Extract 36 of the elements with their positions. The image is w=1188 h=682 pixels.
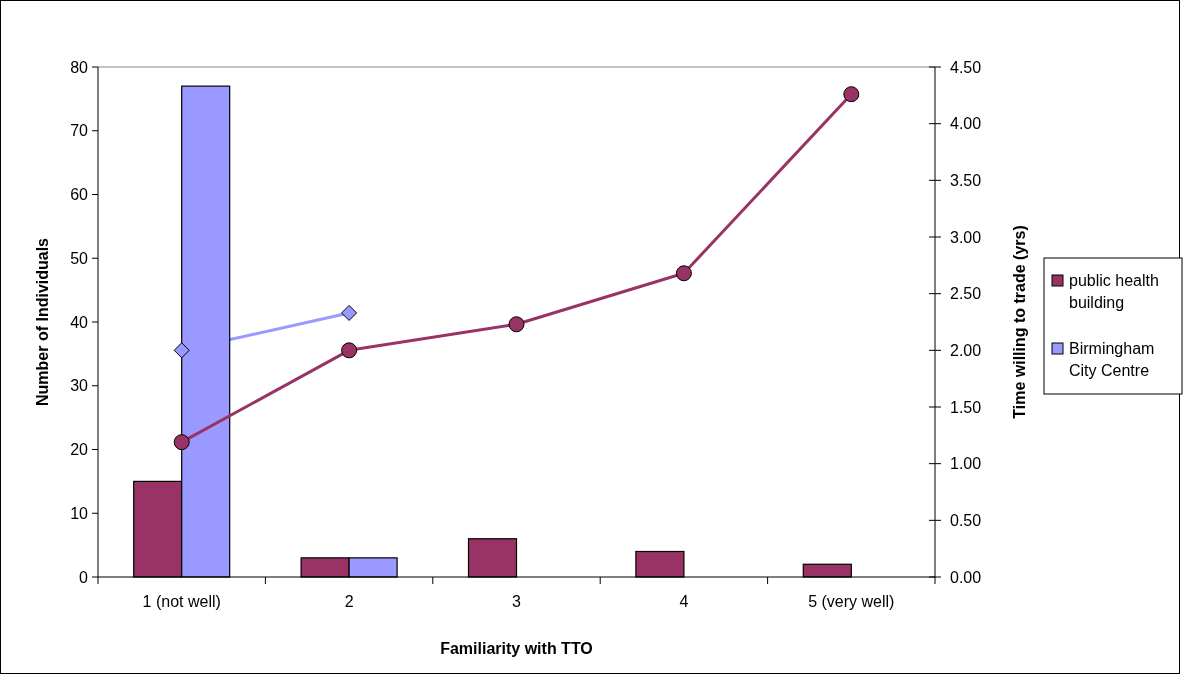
x-tick-label: 3	[512, 593, 522, 610]
y-tick-label: 60	[70, 186, 89, 204]
y2-tick-label: 1.00	[950, 455, 982, 473]
y-axis-title: Number of Individuals	[34, 237, 51, 407]
y2-tick-label: 4.50	[950, 58, 982, 76]
y-tick-label: 40	[70, 313, 89, 331]
y-tick-label: 30	[70, 377, 89, 395]
y2-tick-label: 2.00	[950, 341, 982, 359]
point	[843, 86, 860, 103]
x-axis-title: Familiarity with TTO	[440, 640, 593, 657]
y-tick-label: 80	[70, 58, 89, 76]
y2-tick-label: 1.50	[950, 398, 982, 416]
y2-tick-label: 4.00	[950, 115, 982, 133]
x-tick-label: 4	[679, 593, 689, 610]
y-tick-label: 0	[79, 568, 89, 586]
x-tick-label: 2	[344, 593, 354, 610]
y2-tick-label: 3.50	[950, 171, 982, 189]
y-tick-label: 10	[70, 504, 89, 522]
point	[173, 342, 190, 359]
y2-tick-label: 3.00	[950, 228, 982, 246]
y2-axis-title: Time willing to trade (yrs)	[1011, 225, 1028, 419]
point	[341, 304, 358, 321]
point	[508, 316, 525, 333]
point	[341, 342, 358, 359]
y2-tick-label: 0.50	[950, 511, 982, 529]
x-tick-label: 5 (very well)	[808, 593, 895, 610]
y2-tick-label: 0.00	[950, 568, 982, 586]
point	[173, 434, 190, 451]
y-tick-label: 50	[70, 249, 89, 267]
y-tick-label: 20	[70, 441, 89, 459]
x-tick-label: 1 (not well)	[142, 593, 221, 610]
point	[675, 265, 692, 282]
legend-label: public health building	[1069, 271, 1159, 311]
y2-tick-label: 2.50	[950, 285, 982, 303]
y-tick-label: 70	[70, 122, 89, 140]
legend-label: Birmingham City Centre	[1069, 339, 1155, 379]
